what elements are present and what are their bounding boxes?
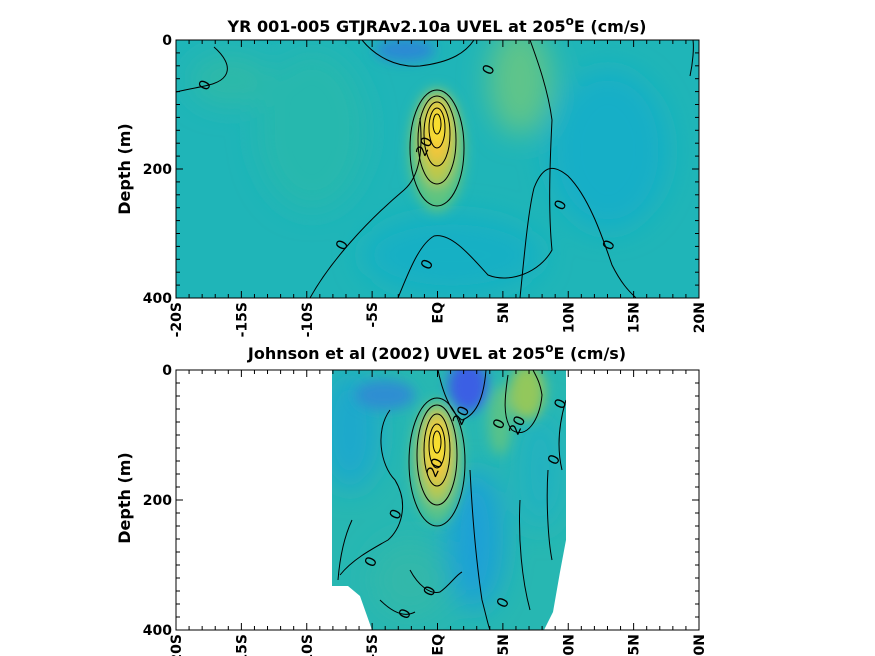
y-axis-label: Depth (m) — [115, 452, 134, 544]
x-tick-label: -10S — [300, 634, 316, 656]
bottom-heatmap-panel: Johnson et al (2002) UVEL at 205oE (cm/s… — [115, 341, 708, 656]
x-tick-label: -20S — [169, 634, 185, 656]
contour-lines — [176, 40, 694, 298]
x-tick-label: 20N — [692, 634, 708, 656]
y-tick-label: 0 — [162, 363, 172, 379]
x-tick-label: 15N — [627, 634, 643, 656]
top-heatmap-panel: YR 001-005 GTJRAv2.10a UVEL at 205oE (cm… — [115, 14, 708, 337]
x-tick-label: 5N — [496, 302, 512, 323]
y-axis-label: Depth (m) — [115, 123, 134, 215]
x-tick-label: EQ — [431, 302, 447, 324]
y-tick-label: 200 — [143, 162, 172, 178]
axes: -20S -15S -10S -5S EQ 5N 10N 15N 20N 0 200 400 — [143, 363, 708, 656]
x-tick-label: -15S — [234, 302, 250, 337]
chart-title: Johnson et al (2002) UVEL at 205oE (cm/s… — [247, 341, 626, 363]
x-tick-label: 20N — [692, 302, 708, 333]
x-tick-label: 10N — [561, 302, 577, 333]
y-tick-label: 400 — [143, 623, 172, 639]
axes: -20S -15S -10S -5S EQ 5N 10N 15N 20N 0 200 400 — [143, 33, 708, 337]
x-tick-label: EQ — [431, 634, 447, 656]
x-tick-label: -5S — [365, 634, 381, 656]
x-tick-label: -5S — [365, 302, 381, 328]
x-tick-label: -20S — [169, 302, 185, 337]
heatmap-field — [176, 40, 699, 298]
x-tick-label: -15S — [234, 634, 250, 656]
y-tick-label: 200 — [143, 493, 172, 509]
x-tick-label: 5N — [496, 634, 512, 655]
contour-lines — [337, 370, 566, 630]
x-tick-label: 10N — [561, 634, 577, 656]
y-tick-label: 400 — [143, 291, 172, 307]
x-tick-label: 15N — [627, 302, 643, 333]
x-tick-label: -10S — [300, 302, 316, 337]
chart-title: YR 001-005 GTJRAv2.10a UVEL at 205oE (cm… — [227, 14, 647, 36]
heatmap-field — [332, 370, 566, 630]
y-tick-label: 0 — [162, 33, 172, 49]
